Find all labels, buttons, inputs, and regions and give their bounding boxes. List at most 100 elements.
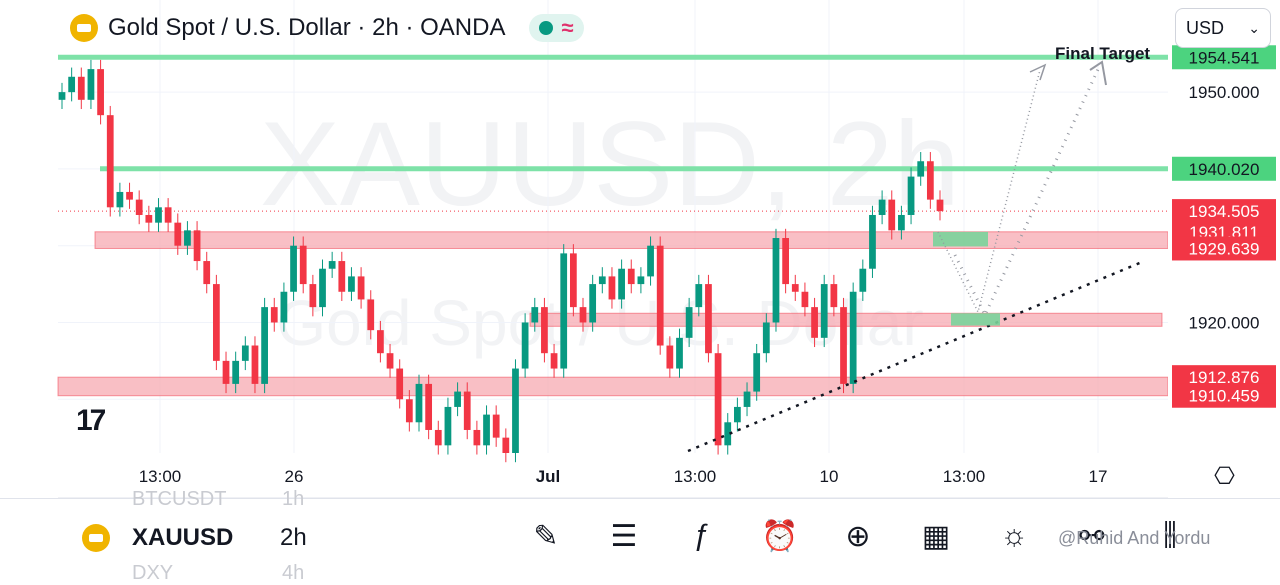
bottom-bar <box>0 498 1280 577</box>
candle-body <box>338 261 346 292</box>
candle-body <box>830 284 838 308</box>
candle-body <box>280 291 288 323</box>
candle-body <box>598 276 606 285</box>
candle-body <box>734 406 741 423</box>
candle-body <box>569 253 577 308</box>
prev-symbol[interactable]: BTCUSDT <box>132 488 227 510</box>
x-tick-label: 17 <box>1089 467 1108 486</box>
candle-body <box>58 92 66 100</box>
candle-body <box>174 222 182 246</box>
candle-body <box>791 284 799 292</box>
price-label-bg <box>1172 199 1276 224</box>
candle-body <box>521 322 529 369</box>
grid-icon[interactable]: ▦ <box>921 519 951 553</box>
x-tick-label: 10 <box>820 467 839 486</box>
candle-body <box>531 307 539 323</box>
gold-icon <box>70 14 98 42</box>
arrow-head <box>1089 60 1107 86</box>
candle-body <box>849 291 857 384</box>
connect-icon[interactable]: ⚯ <box>1079 519 1105 553</box>
candle-body <box>917 161 925 177</box>
interval-label[interactable]: 2h <box>280 524 307 551</box>
candle-body <box>415 383 423 423</box>
price-label: 1940.020 <box>1189 160 1260 179</box>
candle-body <box>898 214 905 231</box>
candle-body <box>241 345 249 361</box>
candle-body <box>753 353 761 392</box>
price-label: 1950.000 <box>1189 83 1260 102</box>
price-label: 1929.639 <box>1189 239 1260 258</box>
candle-body <box>608 276 616 300</box>
trend-line <box>687 260 1143 453</box>
candle-body <box>212 284 220 361</box>
candle-body <box>579 307 587 323</box>
candle-body <box>145 214 153 223</box>
prev-interval: 1h <box>282 488 305 510</box>
candle-body <box>936 199 944 212</box>
chart-title: Gold Spot / U.S. Dollar · 2h · OANDA <box>108 14 506 41</box>
candle-body <box>772 238 780 323</box>
candle-body <box>685 307 693 338</box>
candle-body <box>878 199 886 215</box>
alarm-icon[interactable]: ⏰ <box>761 519 799 553</box>
arrow-head <box>1029 63 1047 81</box>
watermark-symbol: XAUUSD, 2h <box>260 97 960 231</box>
candle-body <box>319 268 326 308</box>
plus-circle-icon[interactable]: ⊕ <box>845 519 871 553</box>
support-resistance-zone <box>94 231 1169 249</box>
candle-body <box>116 191 124 208</box>
candle-body <box>377 330 384 354</box>
credit-text: @Ruhid And Yordu <box>1058 528 1211 548</box>
candles-icon[interactable]: ⫼ <box>1163 519 1177 552</box>
market-status[interactable]: ≈ <box>529 14 584 42</box>
market-open-icon <box>539 21 554 35</box>
projection-path <box>953 64 1102 319</box>
candle-body <box>184 230 191 246</box>
symbol-gold-icon <box>82 524 110 552</box>
candle-body <box>541 307 548 354</box>
candle-body <box>193 230 201 262</box>
candle-body <box>859 268 867 292</box>
x-tick-label: 13:00 <box>674 467 717 486</box>
candle-body <box>126 191 133 200</box>
x-tick-label: 26 <box>285 467 304 486</box>
candle-body <box>676 337 683 369</box>
bulb-icon[interactable]: ☼ <box>1000 519 1028 552</box>
price-label: 1954.541 <box>1189 48 1260 67</box>
candle-body <box>77 76 85 100</box>
candle-body <box>454 391 461 407</box>
candle-body <box>251 345 259 384</box>
candle-body <box>550 353 558 369</box>
settings-icon[interactable]: ⎔ <box>1214 463 1235 490</box>
candle-body <box>348 276 355 292</box>
candle-body <box>907 176 915 215</box>
candle-body <box>164 207 172 223</box>
candle-body <box>290 245 297 292</box>
x-tick-label: 13:00 <box>139 467 182 486</box>
candle-body <box>396 368 404 400</box>
candle-body <box>560 253 568 369</box>
function-icon[interactable]: ƒ <box>693 519 711 552</box>
symbol-name[interactable]: XAUUSD <box>132 524 234 551</box>
candle-body <box>724 422 732 446</box>
price-label: 1934.505 <box>1189 202 1260 221</box>
candle-body <box>135 199 143 215</box>
candle-body <box>888 199 896 231</box>
next-symbol[interactable]: DXY <box>132 562 174 584</box>
candle-body <box>405 399 413 423</box>
candle-body <box>656 245 664 346</box>
candle-body <box>434 429 442 446</box>
x-tick-label: Jul <box>536 467 561 486</box>
notes-icon[interactable]: ☰ <box>610 519 638 553</box>
candle-body <box>820 284 828 338</box>
price-label-bg <box>1172 236 1276 261</box>
currency-select[interactable]: USD ⌄ <box>1175 8 1271 48</box>
pen-icon[interactable]: ✎ <box>533 519 559 553</box>
candle-body <box>463 391 471 430</box>
candle-body <box>589 284 597 323</box>
candle-body <box>666 345 674 369</box>
candle-body <box>743 391 751 407</box>
candle-body <box>367 299 375 331</box>
candle-body <box>492 414 500 438</box>
